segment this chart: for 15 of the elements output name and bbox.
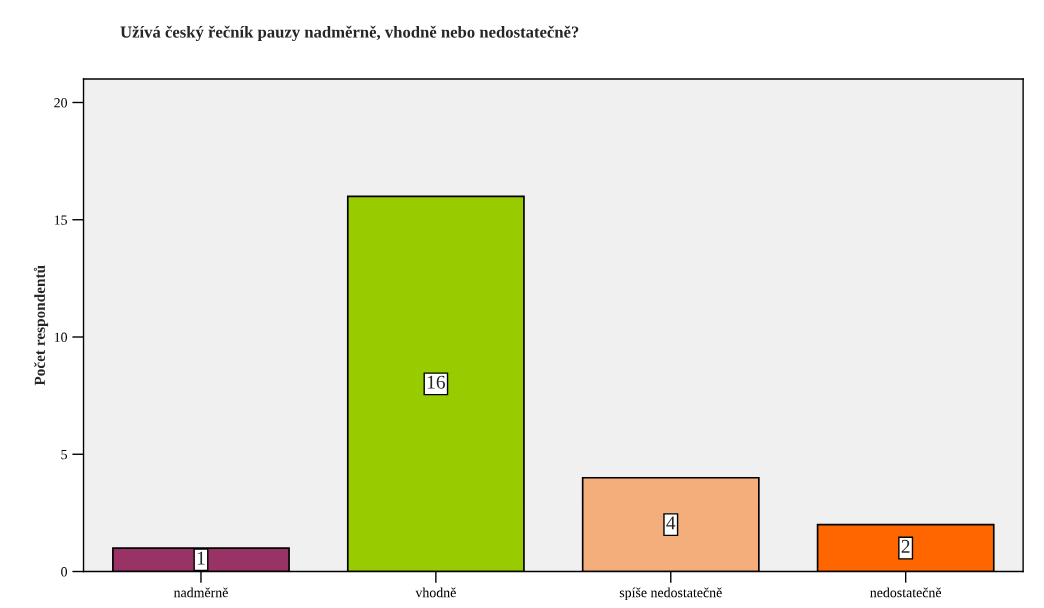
chart-title: Užívá český řečník pauzy nadměrně, vhodně nebo nedostatečně? [120, 25, 579, 42]
y-tick-label: 20 [54, 98, 68, 108]
y-axis-title: Počet respondentů [33, 265, 49, 386]
data-label: 2 [901, 539, 910, 553]
data-label: 16 [427, 375, 446, 389]
y-tick-label: 5 [61, 449, 68, 460]
y-tick-label: 10 [54, 332, 68, 342]
x-tick-label: spíše nedostatečně [619, 587, 722, 601]
data-label: 4 [666, 516, 676, 530]
data-label: 1 [197, 551, 205, 565]
y-tick-label: 0 [61, 567, 68, 577]
x-tick-label: nadměrně [173, 587, 228, 598]
y-tick-label: 15 [54, 215, 68, 225]
x-tick-label: vhodně [415, 587, 456, 598]
x-tick-label: nedostatečně [870, 587, 942, 598]
